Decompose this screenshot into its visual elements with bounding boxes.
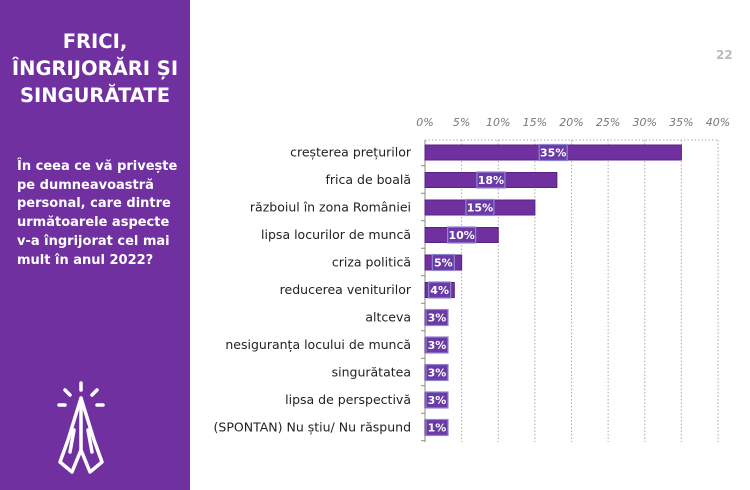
x-tick-label: 5%	[453, 116, 470, 129]
title-line: FRICI,	[62, 30, 128, 53]
x-tick-label: 0%	[416, 116, 433, 129]
data-label-box	[465, 198, 495, 217]
data-label: 35%	[540, 147, 566, 160]
category-label: nesiguranța locului de muncă	[225, 337, 411, 352]
survey-question: În ceea ce vă privește pe dumneavoastră …	[17, 159, 178, 268]
data-label: 3%	[428, 312, 447, 325]
x-tick-label: 20%	[559, 116, 583, 129]
category-label: lipsa locurilor de muncă	[261, 227, 411, 242]
data-label-box	[425, 308, 449, 327]
x-tick-label: 40%	[706, 116, 730, 129]
data-label-box	[425, 391, 449, 409]
category-label: frica de boală	[326, 172, 412, 187]
category-label: lipsa de perspectivă	[285, 392, 411, 407]
title-line: ÎNGRIJORĂRI ȘI	[11, 57, 179, 80]
category-label: războiul în zona României	[250, 200, 411, 215]
data-label-box	[538, 143, 568, 162]
x-tick-label: 35%	[669, 116, 693, 129]
data-label-box	[425, 336, 449, 354]
data-label: 10%	[448, 229, 474, 242]
data-label: 1%	[428, 422, 447, 435]
data-label-box	[476, 171, 506, 189]
category-label: singurătatea	[332, 365, 411, 380]
page-number: 22	[716, 48, 733, 62]
category-label: reducerea veniturilor	[280, 282, 412, 297]
data-label-box	[428, 281, 452, 299]
data-label-box	[431, 253, 455, 272]
x-tick-label: 10%	[486, 116, 510, 129]
data-label: 5%	[434, 257, 453, 270]
data-label: 3%	[428, 339, 447, 352]
x-tick-label: 15%	[523, 116, 547, 129]
data-label-box	[447, 226, 477, 244]
data-label: 15%	[467, 202, 493, 215]
category-label: creșterea prețurilor	[290, 145, 412, 160]
slide-title: FRICI, ÎNGRIJORĂRI ȘI SINGURĂTATE	[0, 28, 190, 109]
data-label: 3%	[428, 367, 447, 380]
title-line: SINGURĂTATE	[19, 84, 171, 107]
data-label: 18%	[478, 174, 504, 187]
data-label-box	[425, 418, 449, 437]
data-label: 3%	[428, 394, 447, 407]
x-tick-label: 25%	[596, 116, 620, 129]
category-label: altceva	[365, 310, 411, 325]
category-label: criza politică	[332, 255, 411, 270]
sidebar: FRICI, ÎNGRIJORĂRI ȘI SINGURĂTATE În cee…	[0, 0, 190, 490]
data-label: 4%	[430, 284, 449, 297]
praying-hands-icon	[57, 381, 105, 474]
x-tick-label: 30%	[633, 116, 657, 129]
category-label: (SPONTAN) Nu știu/ Nu răspund	[214, 420, 411, 435]
data-label-box	[425, 363, 449, 382]
